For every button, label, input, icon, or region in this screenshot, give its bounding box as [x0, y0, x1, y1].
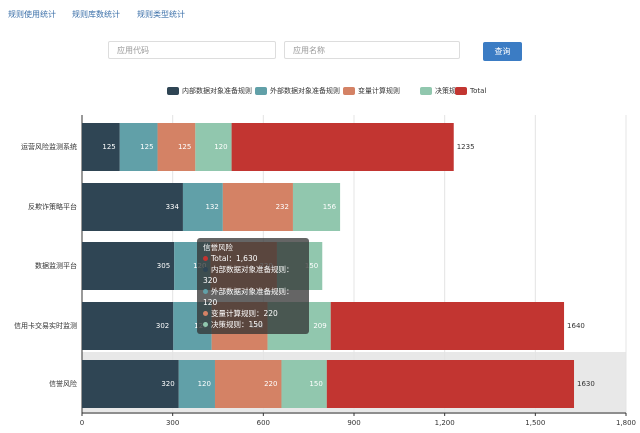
x-tick-label: 1,500 — [525, 419, 545, 427]
bar-segment — [182, 183, 223, 231]
tooltip-item: 变量计算规则：220 — [203, 308, 303, 319]
y-tick-label: 信用卡交易实时监测 — [14, 321, 77, 330]
legend-swatch — [343, 87, 355, 95]
value-label: 125 — [102, 143, 115, 151]
value-label: 232 — [276, 203, 289, 211]
value-label: 320 — [161, 380, 174, 388]
value-label: 125 — [140, 143, 153, 151]
tooltip-text: 内部数据对象准备规则：320 — [203, 265, 294, 285]
y-tick-label: 数据监测平台 — [35, 261, 77, 270]
x-tick-label: 1,800 — [616, 419, 636, 427]
bar-segment — [82, 242, 175, 290]
total-label: 1640 — [567, 322, 585, 330]
value-label: 132 — [205, 203, 218, 211]
y-tick-label: 反欺诈策略平台 — [28, 202, 77, 211]
value-label: 305 — [157, 262, 170, 270]
tab[interactable]: 规则库数统计 — [72, 10, 120, 19]
bar-segment — [119, 123, 158, 171]
tooltip-text: 外部数据对象准备规则：120 — [203, 287, 294, 307]
legend-label: 变量计算规则 — [358, 86, 400, 95]
bar-segment — [214, 360, 282, 408]
value-label: 125 — [178, 143, 191, 151]
total-label: 1630 — [577, 380, 595, 388]
bar-segment — [231, 123, 454, 171]
tooltip-text: Total：1,630 — [211, 254, 258, 263]
x-tick-label: 300 — [166, 419, 179, 427]
tooltip-dot — [203, 322, 208, 327]
bar-segment — [292, 183, 341, 231]
tooltip-dot — [203, 289, 208, 294]
bar-segment — [82, 360, 179, 408]
legend-swatch — [420, 87, 432, 95]
bar-segment — [195, 123, 232, 171]
tooltip-dot — [203, 256, 208, 261]
bar-segment — [222, 183, 293, 231]
legend-label: 决策规则 — [435, 86, 463, 95]
tooltip-dot — [203, 267, 208, 272]
legend-label: 外部数据对象准备规则 — [270, 86, 340, 95]
bar-segment — [82, 123, 120, 171]
tooltip-text: 决策规则：150 — [211, 320, 263, 329]
value-label: 120 — [198, 380, 211, 388]
tooltip: 信誉风险 Total：1,630 内部数据对象准备规则：320 外部数据对象准备规则：… — [197, 238, 309, 334]
tooltip-title: 信誉风险 — [203, 243, 233, 252]
value-label: 150 — [309, 380, 322, 388]
input[interactable]: 应用名称 — [284, 41, 460, 59]
bar-segment — [82, 183, 183, 231]
input[interactable]: 应用代码 — [108, 41, 276, 59]
bar-segment — [326, 360, 575, 408]
legend-label: Total — [469, 87, 486, 95]
value-label: 302 — [156, 322, 169, 330]
value-label: 220 — [264, 380, 277, 388]
tooltip-item: 内部数据对象准备规则：320 — [203, 264, 303, 286]
bar-segment — [178, 360, 215, 408]
tooltip-item: 外部数据对象准备规则：120 — [203, 286, 303, 308]
search-button[interactable]: 查询 — [483, 42, 522, 61]
x-tick-label: 900 — [347, 419, 360, 427]
x-tick-label: 600 — [257, 419, 270, 427]
tooltip-dot — [203, 311, 208, 316]
value-label: 334 — [166, 203, 180, 211]
legend-swatch — [255, 87, 267, 95]
value-label: 150 — [305, 262, 318, 270]
value-label: 120 — [214, 143, 227, 151]
bar-segment — [82, 302, 174, 350]
tooltip-text: 变量计算规则：220 — [211, 309, 278, 318]
legend-swatch — [167, 87, 179, 95]
total-label: 1235 — [457, 143, 475, 151]
legend-label: 内部数据对象准备规则 — [182, 86, 252, 95]
tab[interactable]: 规则类型统计 — [137, 10, 185, 19]
y-tick-label: 信誉风险 — [49, 379, 77, 388]
bar-segment — [330, 302, 565, 350]
value-label: 209 — [313, 322, 326, 330]
x-tick-label: 0 — [80, 419, 84, 427]
tooltip-item: 决策规则：150 — [203, 319, 303, 330]
x-tick-label: 1,200 — [435, 419, 455, 427]
tooltip-item: Total：1,630 — [203, 253, 303, 264]
bar-segment — [281, 360, 327, 408]
legend-swatch — [455, 87, 467, 95]
value-label: 156 — [323, 203, 337, 211]
tab[interactable]: 规则使用统计 — [8, 10, 56, 19]
y-tick-label: 运营风险监测系统 — [21, 142, 77, 151]
bar-segment — [157, 123, 196, 171]
